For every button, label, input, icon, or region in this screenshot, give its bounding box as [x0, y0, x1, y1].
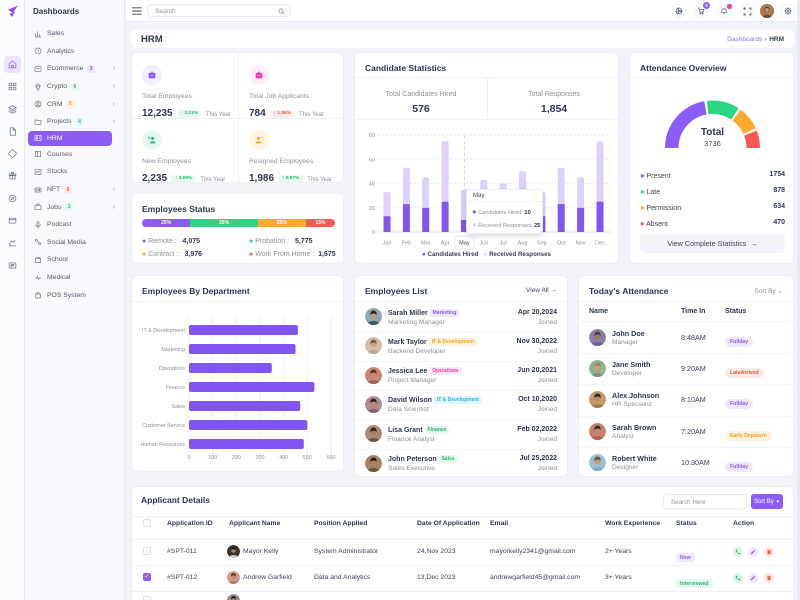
svg-text:IT & Development: IT & Development [142, 328, 186, 334]
svg-text:200: 200 [232, 455, 241, 461]
svg-text:Nov: Nov [576, 241, 586, 247]
svg-text:Marketing: Marketing [161, 347, 185, 353]
svg-text:Oct: Oct [557, 241, 566, 247]
svg-text:0: 0 [372, 230, 375, 236]
svg-text:80: 80 [369, 133, 375, 139]
svg-text:Customer Service: Customer Service [142, 423, 185, 429]
svg-text:Jun: Jun [479, 241, 488, 247]
svg-text:Apr: Apr [441, 241, 450, 247]
svg-text:Dec: Dec [595, 241, 605, 247]
svg-text:Sep: Sep [537, 241, 547, 247]
svg-text:600: 600 [327, 455, 336, 461]
svg-text:60: 60 [369, 157, 375, 163]
svg-text:100: 100 [208, 455, 217, 461]
svg-text:40: 40 [369, 182, 375, 188]
svg-text:Feb: Feb [402, 241, 412, 247]
svg-text:Human Resources: Human Resources [140, 442, 185, 448]
svg-text:Sales: Sales [172, 404, 186, 410]
svg-text:Mar: Mar [421, 241, 431, 247]
svg-text:Aug: Aug [518, 241, 528, 247]
svg-text:Jan: Jan [382, 241, 391, 247]
svg-text:May: May [459, 241, 470, 247]
svg-text:Finance: Finance [166, 385, 185, 391]
svg-text:20: 20 [369, 206, 375, 212]
svg-text:500: 500 [303, 455, 312, 461]
svg-text:0: 0 [188, 455, 191, 461]
svg-text:300: 300 [256, 455, 265, 461]
svg-text:400: 400 [279, 455, 288, 461]
svg-text:Jul: Jul [500, 241, 507, 247]
svg-text:Operations: Operations [159, 366, 186, 372]
